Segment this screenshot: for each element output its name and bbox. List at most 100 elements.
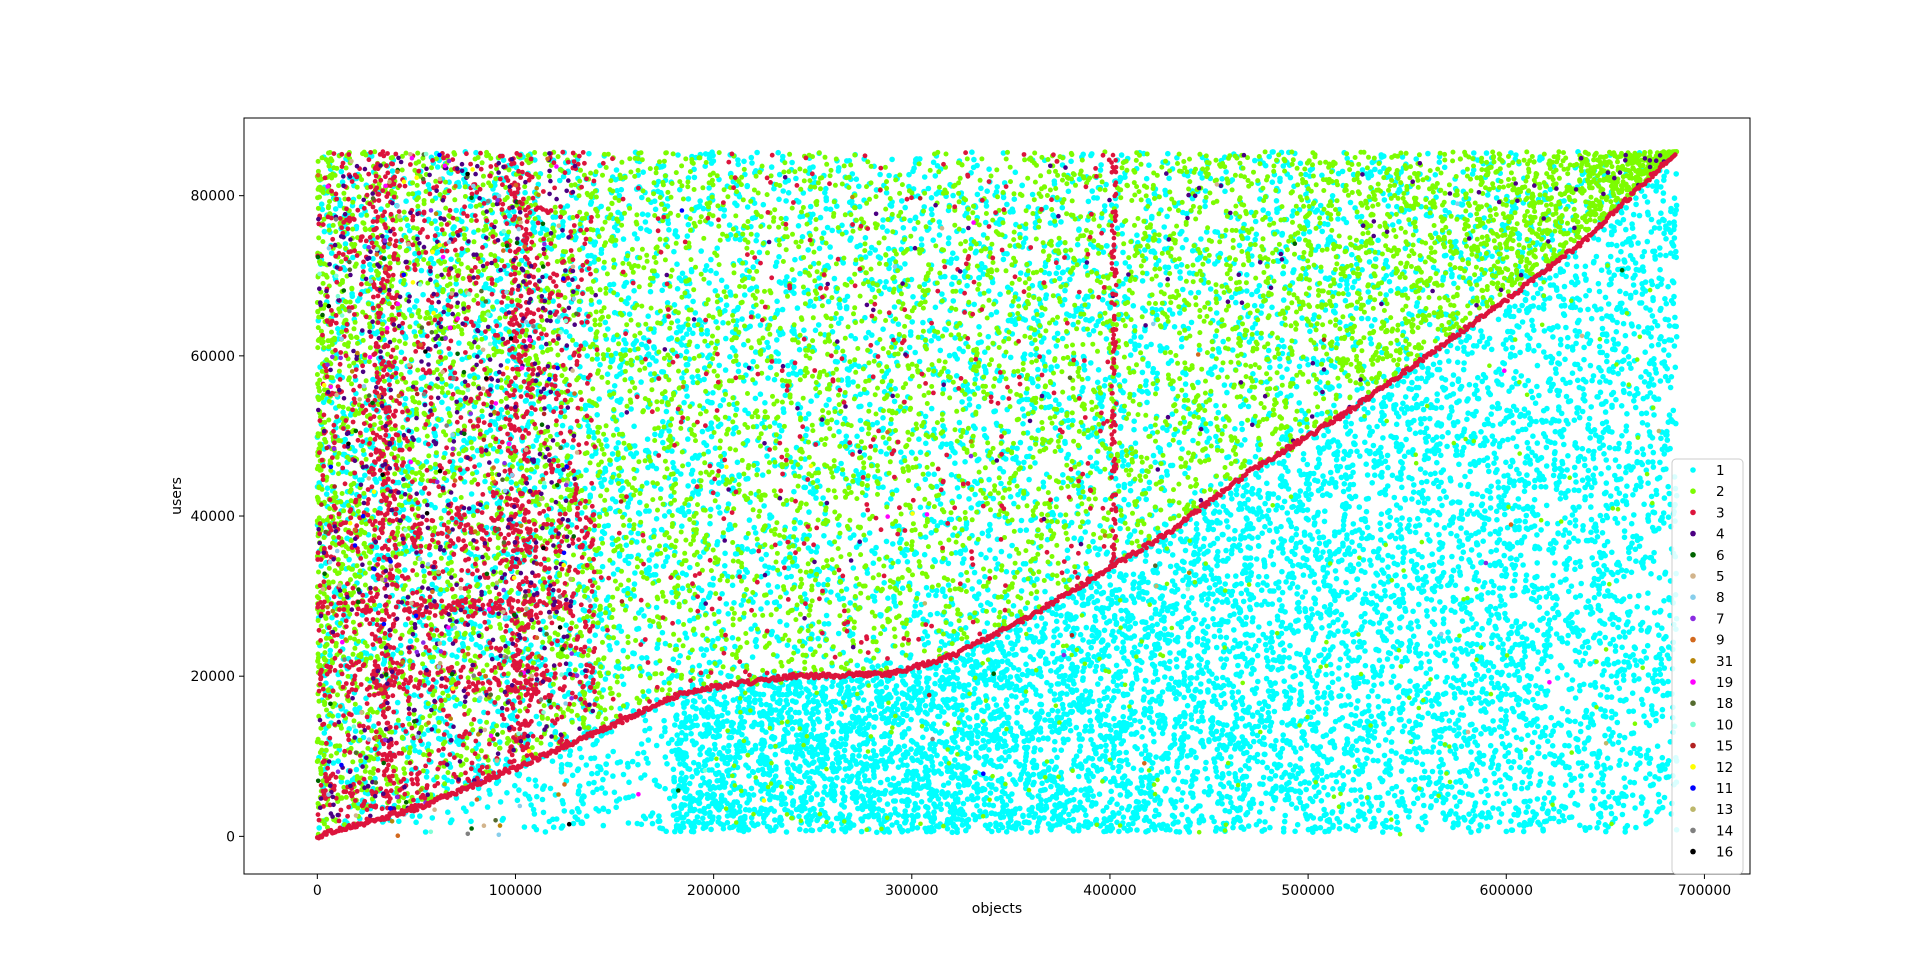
point-series-1: [504, 358, 511, 364]
point-series-1: [1167, 650, 1173, 656]
point-series-1: [1564, 672, 1570, 678]
point-series-1: [904, 559, 911, 565]
point-series-1: [869, 286, 876, 293]
point-series-1: [965, 652, 971, 658]
point-series-1: [1238, 580, 1244, 587]
point-series-1: [409, 813, 416, 819]
point-series-1: [776, 253, 782, 260]
point-series-1: [1603, 338, 1610, 345]
point-series-1: [533, 783, 539, 789]
point-series-1: [1413, 156, 1419, 162]
point-series-1: [1111, 715, 1117, 722]
point-series-1: [1640, 795, 1646, 802]
point-series-1: [1603, 419, 1610, 425]
point-series-1: [1653, 188, 1659, 194]
point-series-1: [1268, 768, 1275, 775]
point-series-1: [352, 728, 359, 734]
point-series-1: [1591, 594, 1598, 601]
point-series-1: [1254, 287, 1261, 294]
point-series-1: [862, 235, 869, 241]
point-series-1: [1566, 539, 1572, 545]
point-series-1: [1623, 205, 1629, 211]
point-series-1: [1298, 428, 1304, 434]
point-series-1: [1014, 709, 1020, 716]
point-series-1: [674, 318, 681, 324]
point-series-1: [716, 480, 722, 486]
scatter-points: [314, 149, 1680, 841]
point-series-1: [753, 237, 759, 244]
point-series-1: [1488, 548, 1494, 555]
point-series-1: [1598, 471, 1604, 477]
point-series-1: [632, 570, 638, 576]
point-series-1: [1213, 402, 1219, 409]
point-series-1: [725, 611, 731, 617]
point-series-1: [856, 183, 862, 190]
point-series-1: [1595, 280, 1602, 287]
point-series-1: [1648, 216, 1655, 223]
point-series-1: [784, 274, 790, 280]
point-series-1: [635, 530, 641, 537]
point-series-1: [614, 426, 620, 433]
point-series-1: [1343, 672, 1350, 678]
point-series-1: [318, 201, 325, 207]
point-series-1: [611, 383, 618, 389]
point-series-1: [561, 808, 568, 814]
point-series-1: [1229, 496, 1235, 502]
point-series-1: [674, 261, 680, 268]
point-series-1: [701, 365, 708, 371]
point-series-1: [1245, 403, 1252, 410]
point-series-1: [1355, 698, 1361, 704]
point-series-1: [1166, 442, 1173, 448]
point-series-1: [1228, 754, 1234, 760]
point-series-1: [1564, 343, 1571, 350]
point-series-1: [1321, 784, 1327, 791]
point-series-1: [695, 585, 702, 591]
point-series-1: [484, 804, 491, 810]
point-series-1: [853, 176, 860, 182]
point-series-1: [1538, 483, 1544, 490]
point-series-1: [1279, 719, 1285, 726]
point-series-1: [727, 289, 733, 295]
point-series-1: [756, 249, 763, 256]
point-series-1: [631, 231, 638, 237]
point-series-1: [640, 749, 647, 756]
point-series-1: [642, 219, 649, 225]
point-series-1: [1198, 236, 1204, 242]
point-series-1: [911, 226, 918, 232]
point-series-1: [644, 480, 650, 486]
point-series-1: [895, 321, 902, 328]
point-series-1: [1354, 448, 1360, 455]
point-series-1: [1090, 538, 1096, 545]
point-series-1: [578, 662, 584, 669]
point-series-1: [1218, 367, 1225, 373]
point-series-1: [1457, 482, 1464, 488]
point-series-1: [1552, 428, 1559, 435]
point-series-1: [415, 437, 422, 443]
point-series-1: [1670, 407, 1677, 414]
point-series-1: [1483, 786, 1489, 792]
point-series-1: [1427, 666, 1434, 672]
point-series-1: [439, 399, 445, 406]
point-series-1: [729, 582, 736, 589]
point-series-1: [932, 173, 939, 179]
point-series-1: [1639, 659, 1645, 665]
point-series-1: [690, 330, 696, 337]
point-series-1: [716, 461, 722, 468]
point-series-1: [902, 204, 908, 211]
point-series-1: [624, 585, 631, 592]
point-series-1: [1560, 532, 1567, 538]
point-series-1: [1458, 250, 1464, 256]
point-series-1: [1315, 243, 1322, 250]
point-series-1: [738, 602, 745, 608]
point-series-1: [1057, 239, 1063, 246]
point-series-1: [1104, 243, 1110, 249]
point-series-1: [1662, 296, 1668, 302]
point-series-1: [1020, 495, 1027, 501]
point-series-1: [669, 701, 675, 707]
point-series-1: [773, 259, 780, 266]
point-series-1: [974, 191, 981, 198]
point-series-1: [1240, 598, 1247, 605]
point-series-1: [1142, 426, 1149, 432]
point-series-1: [1380, 829, 1386, 835]
point-series-1: [1633, 558, 1639, 564]
